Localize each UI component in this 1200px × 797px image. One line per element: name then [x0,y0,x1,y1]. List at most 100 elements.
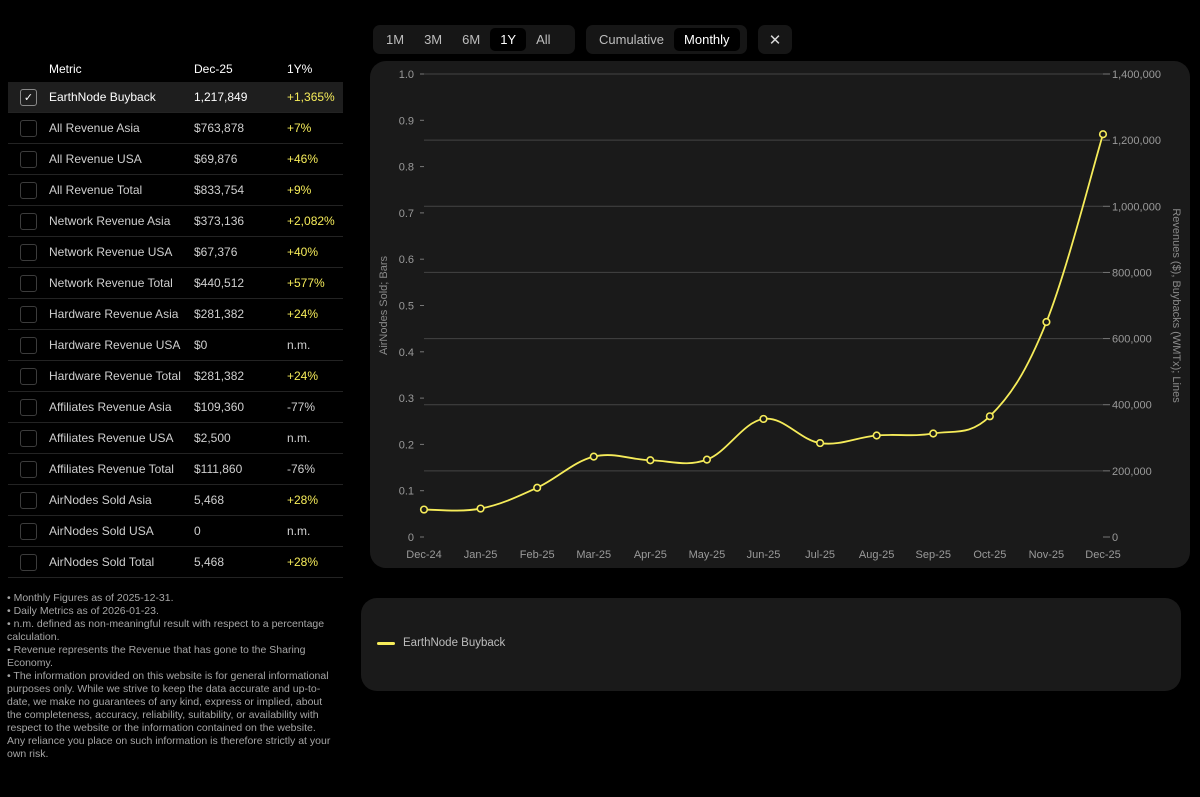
row-checkbox[interactable] [20,367,37,385]
chart-panel: 0 0.1 0.2 0.3 0.4 0.5 0.6 0.7 0.8 0.9 1.0 0 200,000 4… [370,61,1190,568]
footnote: • Monthly Figures as of 2025-12-31. [7,592,174,604]
right-tick-label: 1,400,000 [1112,69,1161,81]
x-tick-label: Nov-25 [1029,549,1064,561]
metric-value: $373,136 [194,214,245,228]
data-point [646,456,655,465]
metrics-table-body: ✓ EarthNode Buyback 1,217,849 +1,365% All Re… [8,82,343,578]
table-row[interactable]: AirNodes Sold USA 0 n.m. [8,516,343,547]
metric-change: n.m. [287,524,311,538]
row-checkbox[interactable] [20,243,37,261]
left-tick-label: 0 [408,532,414,544]
right-tick-label: 800,000 [1112,267,1152,279]
row-checkbox[interactable]: ✓ [20,88,37,106]
metric-change: +28% [287,493,319,507]
aggregation-mode-selector: Cumulative Monthly [586,25,747,54]
row-checkbox[interactable] [20,398,37,416]
metric-value: 5,468 [194,493,225,507]
metric-change: +577% [287,276,325,290]
metric-value: 1,217,849 [194,90,248,104]
metric-value: $833,754 [194,183,245,197]
metric-change: +2,082% [287,214,335,228]
left-tick-label: 0.1 [399,486,414,498]
left-tick-label: 0.4 [399,347,414,359]
row-checkbox[interactable] [20,150,37,168]
footnote: • Daily Metrics as of 2026-01-23. [7,605,159,617]
row-checkbox[interactable] [20,119,37,137]
metrics-table: Metric Dec-25 1Y% ✓ EarthNode Buyback 1,21… [8,56,343,578]
table-row[interactable]: Network Revenue Asia $373,136 +2,082% [8,206,343,237]
right-tick-label: 0 [1112,532,1118,544]
metric-change: +1,365% [287,90,335,104]
x-tick-label: Feb-25 [520,549,555,561]
metrics-table-header: Metric Dec-25 1Y% [8,56,343,82]
table-row[interactable]: Hardware Revenue Asia $281,382 +24% [8,299,343,330]
range-tab-6m[interactable]: 6M [462,32,481,47]
x-tick-label: Mar-25 [576,549,611,561]
row-checkbox[interactable] [20,212,37,230]
legend-item-earthnode-buyback[interactable]: EarthNode Buyback [377,637,505,649]
table-row[interactable]: Hardware Revenue USA $0 n.m. [8,330,343,361]
footnote: • n.m. defined as non-meaningful result … [7,618,325,643]
row-checkbox[interactable] [20,305,37,323]
table-row[interactable]: AirNodes Sold Asia 5,468 +28% [8,485,343,516]
table-row[interactable]: Affiliates Revenue Total $111,860 -76% [8,454,343,485]
metric-change: +7% [287,121,312,135]
row-checkbox[interactable] [20,522,37,540]
line-chart: 0 0.1 0.2 0.3 0.4 0.5 0.6 0.7 0.8 0.9 1.0 0 200,000 4… [378,69,1182,561]
range-tab-1y[interactable]: 1Y [490,28,527,51]
row-checkbox[interactable] [20,460,37,478]
x-tick-label: Jul-25 [805,549,835,561]
metric-name: Affiliates Revenue Asia [49,400,172,414]
range-tab-all[interactable]: All [536,32,551,47]
series-line-0 [423,133,1104,512]
metric-name: Network Revenue Asia [49,214,171,228]
data-point [929,429,938,438]
table-row[interactable]: Affiliates Revenue USA $2,500 n.m. [8,423,343,454]
table-row[interactable]: Affiliates Revenue Asia $109,360 -77% [8,392,343,423]
metric-value: $69,876 [194,152,238,166]
metric-change: +46% [287,152,319,166]
x-tick-label: Apr-25 [634,549,667,561]
table-row[interactable]: All Revenue Total $833,754 +9% [8,175,343,206]
range-tab-3m[interactable]: 3M [424,32,443,47]
row-checkbox[interactable] [20,429,37,447]
mode-tab-monthly[interactable]: Monthly [674,28,740,51]
x-tick-label: Dec-24 [406,549,441,561]
metric-name: AirNodes Sold Asia [49,493,152,507]
metric-name: Affiliates Revenue USA [49,431,174,445]
right-tick-label: 1,000,000 [1112,201,1161,213]
row-checkbox[interactable] [20,181,37,199]
metric-name: AirNodes Sold USA [49,524,154,538]
mode-tab-cumulative[interactable]: Cumulative [599,32,665,47]
metric-name: All Revenue Asia [49,121,140,135]
metric-name: Network Revenue USA [49,245,173,259]
row-checkbox[interactable] [20,553,37,571]
metric-value: $281,382 [194,369,245,383]
data-point [476,504,485,513]
data-point [702,455,712,464]
right-tick-label: 1,200,000 [1112,135,1161,147]
table-row[interactable]: Network Revenue Total $440,512 +577% [8,268,343,299]
table-row[interactable]: Network Revenue USA $67,376 +40% [8,237,343,268]
metric-value: $440,512 [194,276,245,290]
row-checkbox[interactable] [20,491,37,509]
x-tick-label: Dec-25 [1085,549,1120,561]
left-tick-label: 0.2 [399,439,414,451]
data-point [872,431,881,440]
metric-value: $281,382 [194,307,245,321]
close-icon: ✕ [768,31,782,49]
table-row[interactable]: AirNodes Sold Total 5,468 +28% [8,547,343,578]
left-axis-title: AirNodes Sold; Bars [378,255,390,355]
metric-value: 0 [194,524,201,538]
metric-change: +9% [287,183,312,197]
metric-value: $111,860 [194,462,243,476]
range-tab-1m[interactable]: 1M [386,32,405,47]
table-row[interactable]: Hardware Revenue Total $281,382 +24% [8,361,343,392]
metric-name: Affiliates Revenue Total [49,462,174,476]
table-row[interactable]: ✓ EarthNode Buyback 1,217,849 +1,365% [8,82,343,113]
close-button[interactable]: ✕ [758,25,792,54]
table-row[interactable]: All Revenue Asia $763,878 +7% [8,113,343,144]
table-row[interactable]: All Revenue USA $69,876 +46% [8,144,343,175]
row-checkbox[interactable] [20,274,37,292]
row-checkbox[interactable] [20,336,37,354]
